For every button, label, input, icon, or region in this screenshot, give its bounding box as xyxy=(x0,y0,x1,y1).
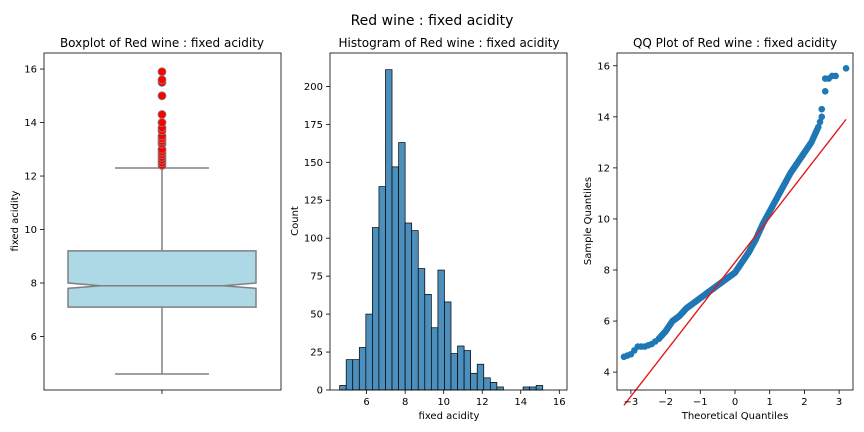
boxplot-panel: Boxplot of Red wine : fixed acidity fixe… xyxy=(10,36,282,394)
histogram-bar xyxy=(339,385,347,391)
histogram-bar xyxy=(444,301,452,391)
histogram-bar xyxy=(496,386,504,391)
qq-reference-line xyxy=(623,118,847,406)
boxplot-ytick-label: 16 xyxy=(24,65,37,76)
histogram-xtick-label: 8 xyxy=(402,397,408,408)
histogram-bar xyxy=(385,69,393,391)
qq-ytick-label: 14 xyxy=(597,112,610,123)
histogram-bar xyxy=(372,227,380,391)
histogram-ytick-label: 200 xyxy=(304,82,323,93)
qq-xtick-label: 0 xyxy=(732,397,738,408)
histogram-ylabel: Count xyxy=(290,206,301,236)
histogram-ytick-label: 50 xyxy=(310,310,323,321)
histogram-xtick-label: 6 xyxy=(363,397,369,408)
histogram-bar xyxy=(417,268,426,391)
histogram-bar xyxy=(345,359,354,391)
qq-ytick-label: 8 xyxy=(604,266,610,277)
notched-box xyxy=(67,250,257,308)
histogram-plot-area: 0 25 50 75 100 125 150 175 200 6 8 10 12 14 16 xyxy=(304,52,568,408)
histogram-bar xyxy=(470,372,478,391)
boxplot-ytick-label: 6 xyxy=(31,332,37,343)
histogram-xtick-label: 10 xyxy=(437,397,450,408)
qq-point xyxy=(832,72,839,80)
histogram-bar xyxy=(411,230,419,391)
boxplot-plot-area: 6 8 10 12 14 16 xyxy=(24,52,282,394)
histogram-ytick-label: 25 xyxy=(310,348,323,359)
qq-xtick-label: −3 xyxy=(624,397,639,408)
histogram-ytick-label: 0 xyxy=(317,386,323,397)
histogram-bar xyxy=(457,345,465,391)
histogram-bar xyxy=(450,353,458,391)
boxplot-ytick-label: 10 xyxy=(24,225,37,236)
qq-xtick-label: 1 xyxy=(767,397,773,408)
qq-xtick-label: −2 xyxy=(658,397,673,408)
histogram-bar xyxy=(404,222,413,391)
boxplot-ytick-label: 8 xyxy=(31,279,37,290)
boxplot-ytick-label: 14 xyxy=(24,118,37,129)
histogram-bar xyxy=(358,347,367,391)
outlier-point xyxy=(157,110,167,119)
qq-xtick-label: −1 xyxy=(693,397,708,408)
histogram-bar xyxy=(424,294,432,391)
qq-point xyxy=(814,123,822,131)
qq-point xyxy=(842,65,850,72)
boxplot-title: Boxplot of Red wine : fixed acidity xyxy=(60,36,264,50)
qq-panel: QQ Plot of Red wine : fixed acidity Theo… xyxy=(583,36,854,422)
boxplot-ytick-label: 12 xyxy=(24,172,37,183)
qq-frame xyxy=(616,52,854,391)
histogram-bar xyxy=(378,186,386,391)
histogram-xlabel: fixed acidity xyxy=(419,411,480,422)
histogram-ytick-label: 125 xyxy=(304,196,323,207)
histogram-bar xyxy=(535,385,544,391)
histogram-ytick-label: 175 xyxy=(304,120,323,131)
histogram-bar xyxy=(431,327,439,391)
histogram-bar xyxy=(398,142,406,391)
qq-title: QQ Plot of Red wine : fixed acidity xyxy=(633,36,837,50)
boxplot-frame xyxy=(43,52,282,391)
histogram-xtick-label: 12 xyxy=(476,397,489,408)
histogram-bar xyxy=(529,386,537,391)
outlier-point xyxy=(157,67,167,77)
histogram-bar xyxy=(463,350,472,391)
histogram-bar xyxy=(352,359,360,391)
histogram-bar xyxy=(483,377,491,391)
histogram-xtick-label: 14 xyxy=(514,397,527,408)
histogram-bar xyxy=(391,166,399,391)
qq-xtick-label: 3 xyxy=(836,397,842,408)
histogram-bar xyxy=(476,363,485,391)
outlier-point xyxy=(157,91,167,101)
qq-xlabel: Theoretical Quantiles xyxy=(681,411,789,422)
qq-ytick-label: 4 xyxy=(604,368,610,379)
outlier-point xyxy=(157,118,167,127)
qq-point xyxy=(821,87,829,95)
histogram-xtick-label: 16 xyxy=(553,397,566,408)
qq-ytick-label: 12 xyxy=(597,163,610,174)
histogram-ytick-label: 75 xyxy=(310,272,323,283)
qq-point xyxy=(816,118,824,126)
outlier-point xyxy=(157,75,167,85)
qq-ytick-label: 16 xyxy=(597,61,610,72)
histogram-panel: Histogram of Red wine : fixed acidity fi… xyxy=(290,36,568,422)
qq-ytick-label: 10 xyxy=(597,214,610,225)
histogram-ytick-label: 150 xyxy=(304,158,323,169)
histogram-bar xyxy=(437,269,445,391)
qq-xtick-label: 2 xyxy=(801,397,807,408)
histogram-title: Histogram of Red wine : fixed acidity xyxy=(338,36,559,50)
qq-point xyxy=(818,105,826,113)
histogram-bar xyxy=(365,313,373,391)
qq-ylabel: Sample Quantiles xyxy=(583,177,594,265)
qq-ytick-label: 6 xyxy=(604,317,610,328)
histogram-ytick-label: 100 xyxy=(304,234,323,245)
histogram-frame xyxy=(329,52,568,391)
figure-title: Red wine : fixed acidity xyxy=(351,13,514,29)
boxplot-ylabel: fixed acidity xyxy=(10,190,21,251)
histogram-bar xyxy=(489,382,498,391)
qq-point xyxy=(818,113,826,121)
histogram-bar xyxy=(522,386,530,391)
